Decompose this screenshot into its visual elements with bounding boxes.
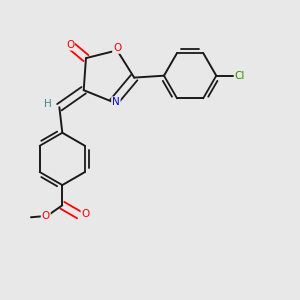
Text: N: N: [112, 97, 120, 107]
Text: O: O: [42, 212, 50, 221]
Text: O: O: [113, 43, 121, 53]
Text: Cl: Cl: [235, 71, 245, 81]
Text: O: O: [66, 40, 74, 50]
Text: O: O: [82, 209, 90, 219]
Text: H: H: [44, 99, 52, 109]
